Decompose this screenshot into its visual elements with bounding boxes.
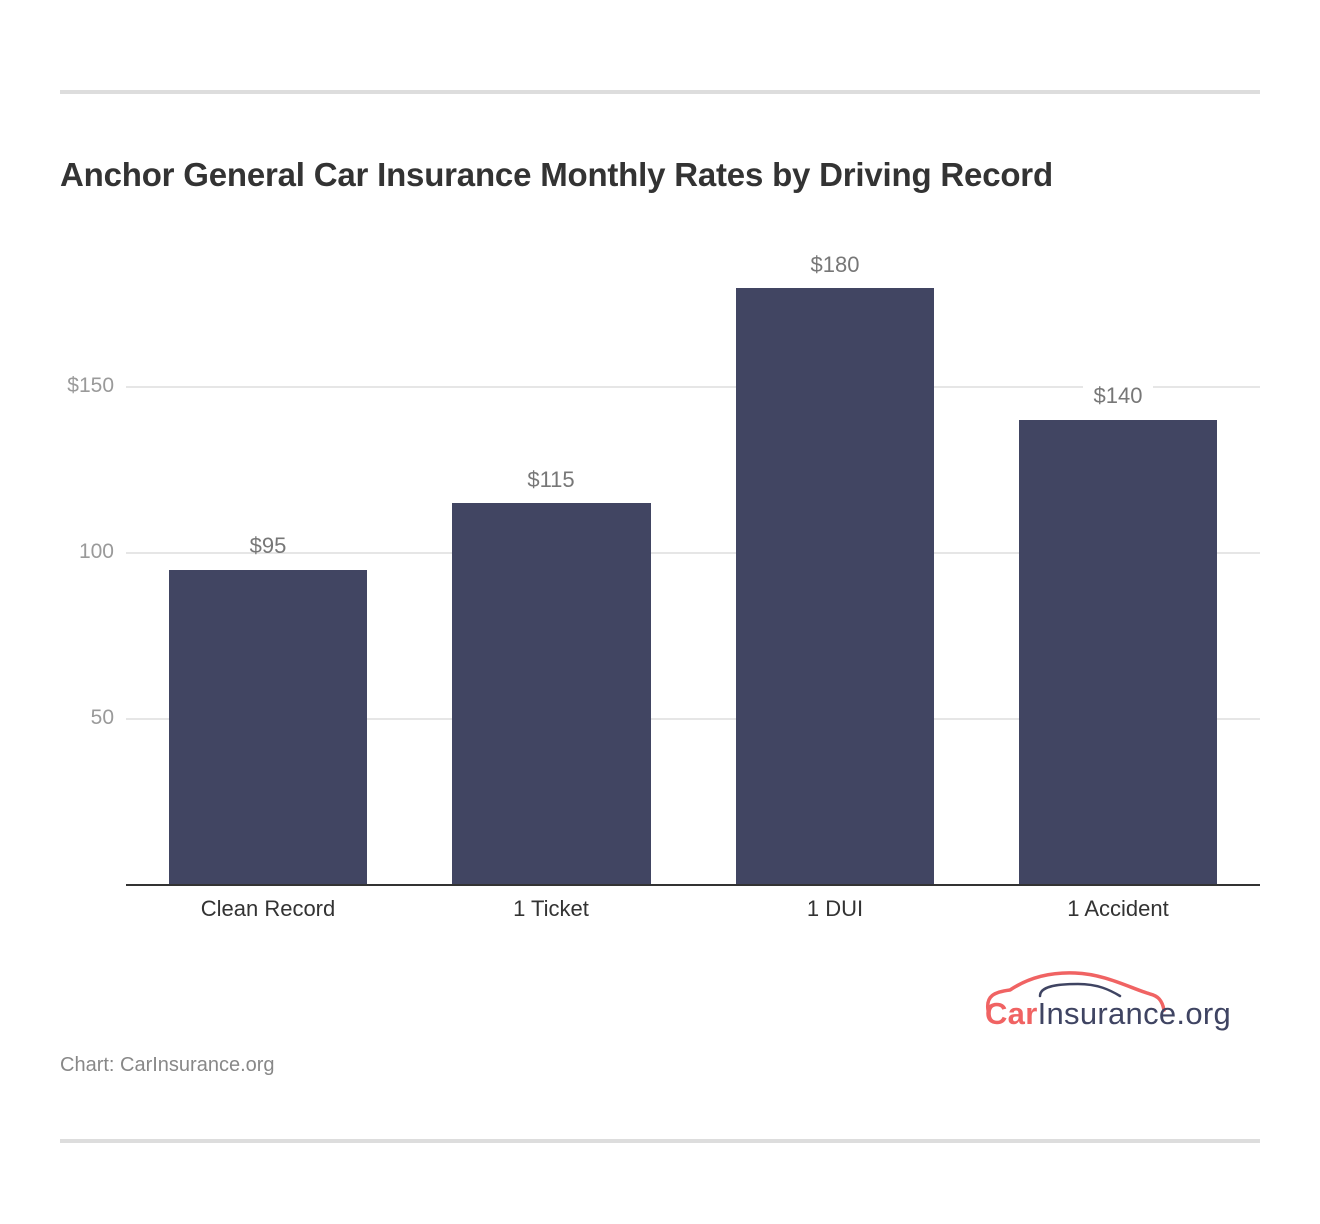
x-axis-line xyxy=(126,884,1260,886)
top-divider xyxy=(60,90,1260,94)
gridline-100 xyxy=(126,552,1260,554)
bottom-divider xyxy=(60,1139,1260,1143)
chart-source: Chart: CarInsurance.org xyxy=(60,1054,275,1076)
y-tick-label: 100 xyxy=(78,540,114,563)
bar-value-label: $115 xyxy=(527,467,575,492)
gridline-50 xyxy=(126,718,1260,720)
bar-1-ticket[interactable] xyxy=(452,503,651,885)
logo-car-text: Car xyxy=(985,996,1038,1031)
bar-clean-record[interactable] xyxy=(169,570,367,885)
x-tick-label: Clean Record xyxy=(200,896,336,921)
bar-1-dui[interactable] xyxy=(736,288,934,885)
carinsurance-logo: CarInsurance.org xyxy=(980,966,1231,1046)
bar-value-label: $140 xyxy=(1083,383,1153,409)
gridline-150 xyxy=(126,386,1260,388)
x-tick-label: 1 DUI xyxy=(806,896,864,921)
chart-title: Anchor General Car Insurance Monthly Rat… xyxy=(60,156,1053,193)
bar-1-accident[interactable] xyxy=(1019,420,1217,885)
logo-insurance-text: Insurance.org xyxy=(1037,996,1232,1031)
bar-value-label: $180 xyxy=(810,252,860,277)
y-tick-label: $150 xyxy=(67,374,114,397)
bar-value-label: $95 xyxy=(249,533,287,558)
logo-wordmark: CarInsurance.org xyxy=(985,996,1231,1032)
car-outline-icon xyxy=(985,971,1166,1012)
x-tick-label: 1 Ticket xyxy=(513,896,589,921)
y-tick-label: 50 xyxy=(90,706,114,729)
x-tick-label: 1 Accident xyxy=(1067,896,1169,921)
